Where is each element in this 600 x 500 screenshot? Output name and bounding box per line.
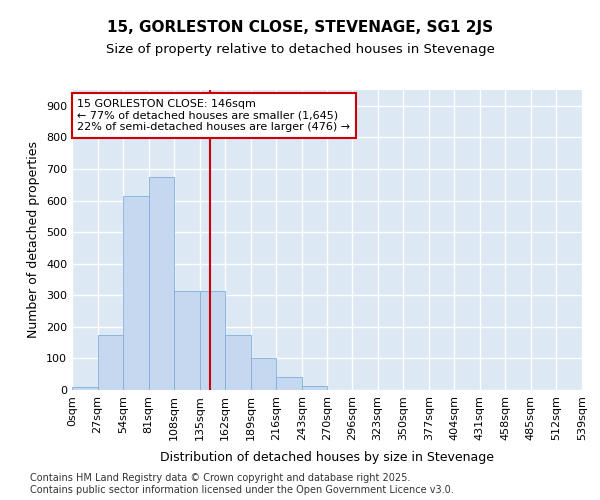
Text: Contains HM Land Registry data © Crown copyright and database right 2025.
Contai: Contains HM Land Registry data © Crown c… [30,474,454,495]
Bar [123,196,149,390]
X-axis label: Distribution of detached houses by size in Stevenage: Distribution of detached houses by size … [160,451,494,464]
Bar [98,334,123,390]
Bar [251,358,277,390]
Bar [174,290,200,390]
Text: Size of property relative to detached houses in Stevenage: Size of property relative to detached ho… [106,42,494,56]
Y-axis label: Number of detached properties: Number of detached properties [28,142,40,338]
Bar [302,386,328,390]
Bar [200,290,225,390]
Bar [225,334,251,390]
Bar [72,387,98,390]
Text: 15 GORLESTON CLOSE: 146sqm
← 77% of detached houses are smaller (1,645)
22% of s: 15 GORLESTON CLOSE: 146sqm ← 77% of deta… [77,99,350,132]
Text: 15, GORLESTON CLOSE, STEVENAGE, SG1 2JS: 15, GORLESTON CLOSE, STEVENAGE, SG1 2JS [107,20,493,35]
Bar [277,378,302,390]
Bar [149,177,174,390]
